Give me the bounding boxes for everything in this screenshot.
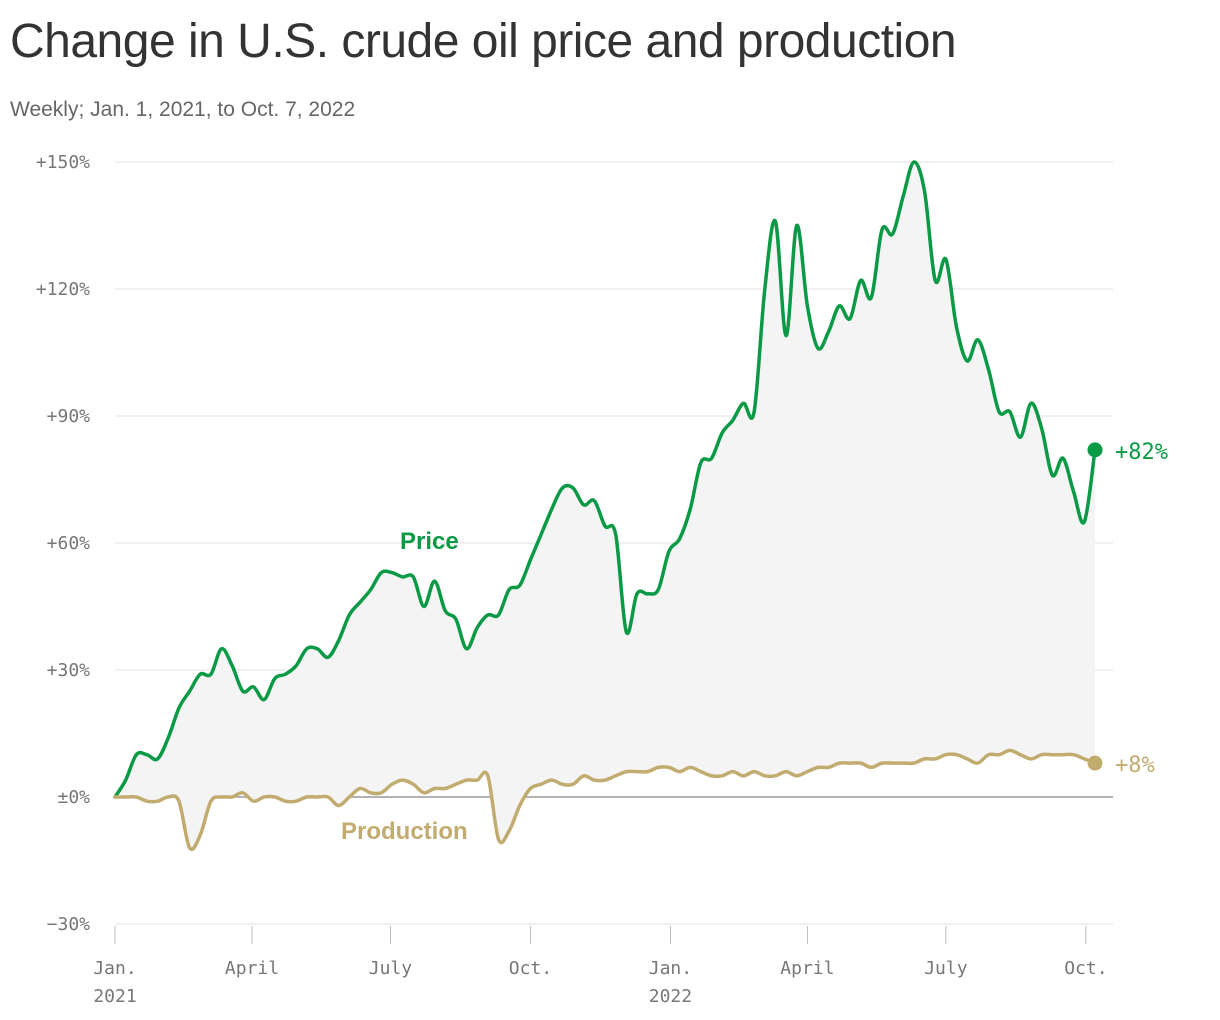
price-series-label: Price (400, 528, 459, 555)
price-line (113, 160, 1097, 799)
production-line (113, 748, 1097, 852)
x-axis: Jan. 2021 April July Oct. Jan. 2022 April July Oc… (93, 926, 1108, 1007)
y-tick-label: +30% (47, 660, 91, 681)
x-tick-label: Oct. (509, 958, 552, 979)
production-end-point (1087, 755, 1103, 771)
x-tick-label: Jan. (93, 958, 136, 979)
chart-subtitle: Weekly; Jan. 1, 2021, to Oct. 7, 2022 (10, 98, 356, 121)
y-tick-label: +90% (47, 406, 91, 427)
x-tick-label: July (924, 958, 968, 979)
x-tick-year: 2021 (93, 986, 136, 1007)
x-tick-label: Jan. (649, 958, 692, 979)
x-tick-label: Oct. (1064, 958, 1107, 979)
x-tick-label: July (369, 958, 413, 979)
y-tick-label: −30% (47, 914, 91, 935)
y-tick-label: +120% (36, 279, 90, 300)
y-tick-label: +60% (47, 533, 91, 554)
series-lines (113, 160, 1103, 852)
production-series-label: Production (341, 818, 468, 845)
price-end-label: +82% (1115, 440, 1168, 465)
y-tick-label: +150% (36, 152, 90, 173)
price-production-gap-area (115, 161, 1095, 850)
production-end-label: +8% (1115, 753, 1155, 778)
x-tick-label: April (225, 958, 279, 979)
x-tick-year: 2022 (649, 986, 692, 1007)
price-end-point (1087, 442, 1103, 458)
y-tick-label: ±0% (57, 787, 90, 808)
x-tick-label: April (780, 958, 834, 979)
chart-title: Change in U.S. crude oil price and produ… (10, 15, 957, 68)
series-labels: +82% +8% Price Production (341, 440, 1168, 845)
